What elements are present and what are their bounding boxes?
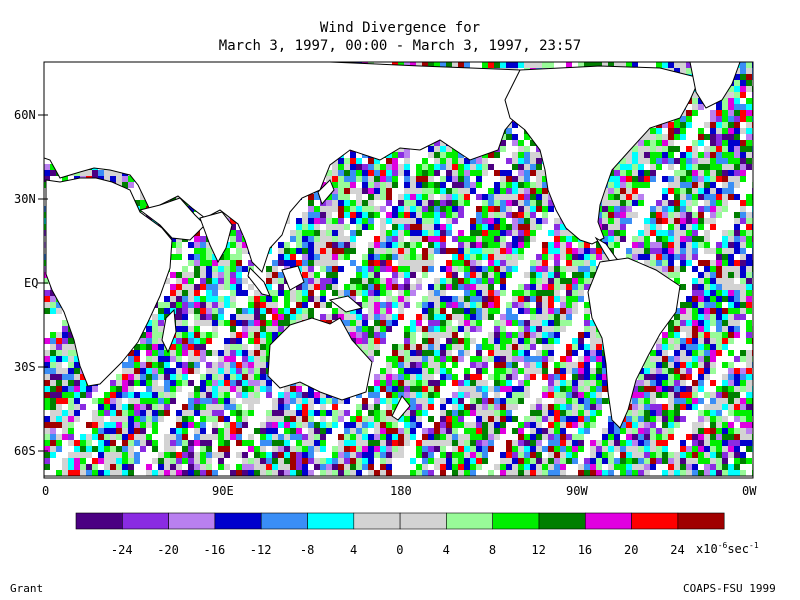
- org-credit: COAPS-FSU 1999: [683, 582, 776, 595]
- india-landmass: [199, 211, 233, 264]
- unit-suffix: sec: [727, 542, 750, 556]
- map-frame: [43, 61, 754, 479]
- map-title: Wind Divergence for: [319, 20, 481, 36]
- lat-label-eq: EQ: [24, 276, 39, 290]
- colorbar-tick-label: -12: [249, 543, 272, 557]
- madagascar-landmass: [161, 308, 177, 354]
- colorbar-swatch: [168, 512, 216, 530]
- eurasia-landmass: [44, 62, 566, 273]
- colorbar-swatch: [631, 512, 679, 530]
- japan-landmass: [317, 179, 335, 205]
- lat-label-30s: 30S: [14, 360, 36, 374]
- colorbar-tick-label: 12: [531, 543, 546, 557]
- colorbar-tick-label: -16: [203, 543, 226, 557]
- colorbar-swatch: [214, 512, 262, 530]
- borneo-landmass: [281, 265, 305, 291]
- colorbar-swatch: [353, 512, 401, 530]
- colorbar-tick-label: 0: [396, 543, 404, 557]
- colorbar-tick-label: 20: [624, 543, 639, 557]
- colorbar-swatch: [75, 512, 123, 530]
- author-credit: Grant: [10, 582, 44, 595]
- continents: [44, 62, 753, 478]
- new-guinea-landmass: [328, 295, 364, 313]
- colorbar-tick-label: 16: [577, 543, 593, 557]
- unit-prefix: x10: [696, 542, 718, 556]
- lon-label-90w: 90W: [566, 484, 588, 498]
- africa-landmass: [45, 177, 173, 387]
- greenland-landmass: [689, 62, 741, 109]
- sumatra-landmass: [247, 267, 271, 297]
- lat-label-30n: 30N: [14, 192, 36, 206]
- unit-suffix-exponent: -1: [749, 541, 759, 550]
- colorbar-tick-label: -8: [299, 543, 315, 557]
- colorbar-unit: x10-6sec-1: [696, 541, 759, 556]
- colorbar-tick-label: 4: [350, 543, 358, 557]
- lon-label-180: 180: [390, 484, 412, 498]
- colorbar-swatch: [446, 512, 493, 530]
- colorbar-tick-label: 8: [488, 543, 497, 557]
- colorbar-swatch: [307, 512, 355, 530]
- colorbar-swatch: [492, 512, 540, 530]
- colorbar-tick-label: -20: [157, 543, 179, 557]
- colorbar-swatch: [260, 512, 308, 530]
- colorbar-swatch: [677, 512, 725, 530]
- lat-label-60n: 60N: [14, 108, 36, 122]
- lon-label-90e: 90E: [212, 484, 234, 498]
- colorbar-swatch: [122, 512, 169, 530]
- axis-ticks: [38, 114, 48, 452]
- lon-label-0: 0: [42, 484, 50, 498]
- new-zealand-landmass: [391, 395, 411, 421]
- australia-landmass: [267, 317, 373, 401]
- colorbar-swatch: [399, 512, 447, 530]
- north-america-landmass: [504, 65, 701, 245]
- colorbar-swatch: [584, 512, 632, 530]
- lat-label-60s: 60S: [14, 444, 36, 458]
- lon-label-0w: 0W: [742, 484, 757, 498]
- colorbar-tick-label: 4: [442, 543, 450, 557]
- colorbar-tick-label: -24: [110, 543, 133, 557]
- map-subtitle: March 3, 1997, 00:00 - March 3, 1997, 23…: [218, 38, 582, 54]
- unit-exponent: -6: [717, 541, 728, 550]
- colorbar-swatch: [538, 512, 586, 530]
- south-america-landmass: [587, 257, 681, 429]
- colorbar-tick-label: 24: [670, 543, 685, 557]
